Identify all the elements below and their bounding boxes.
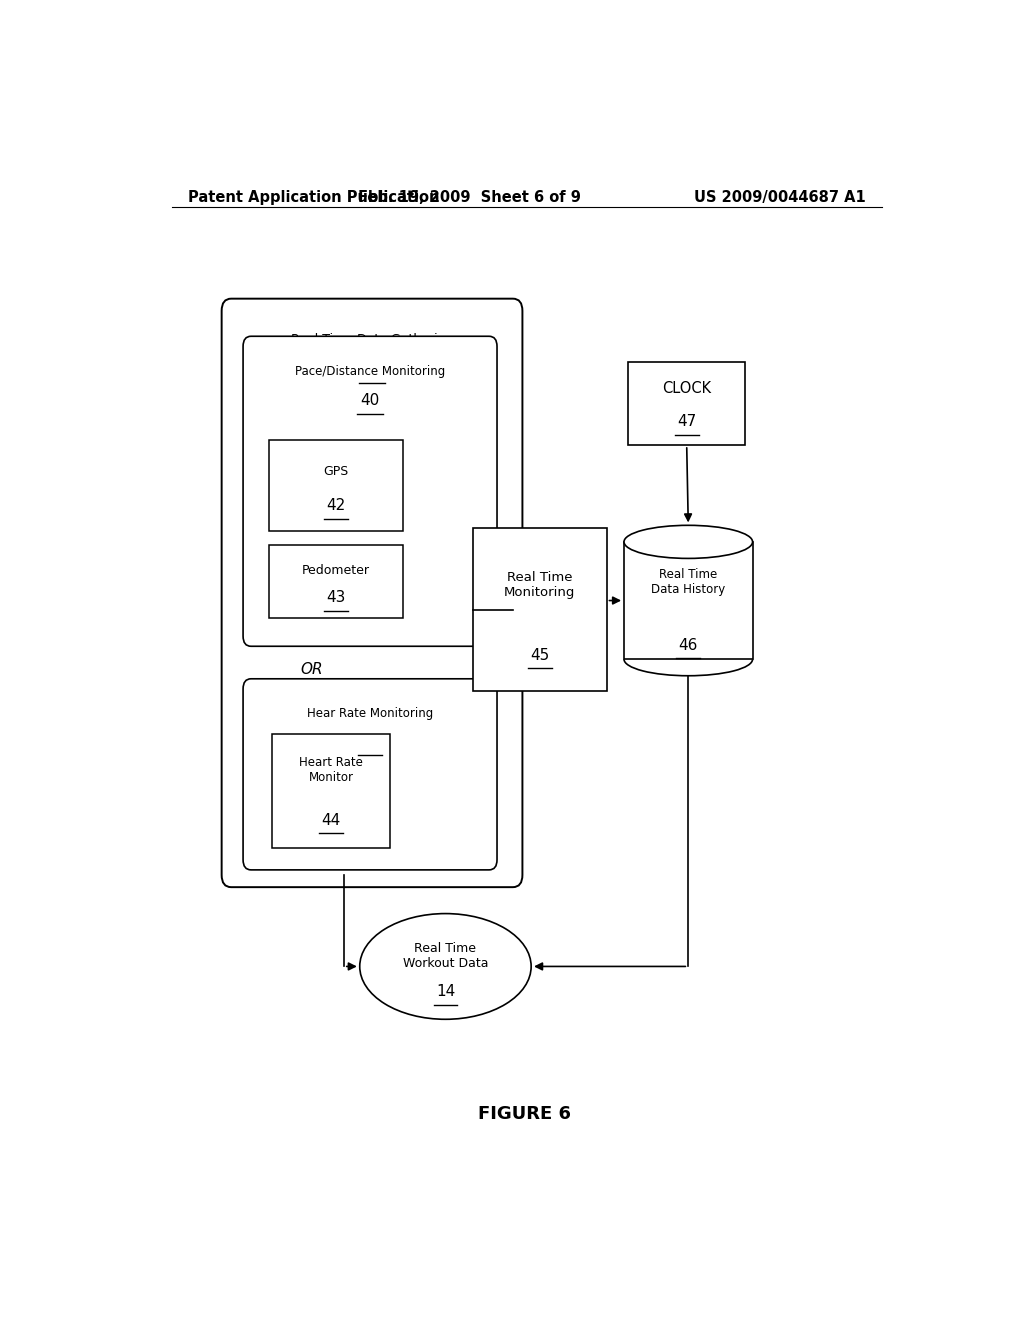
Bar — [624, 543, 753, 659]
Text: Hear Rate Monitoring: Hear Rate Monitoring — [307, 706, 433, 719]
FancyBboxPatch shape — [243, 337, 497, 647]
Ellipse shape — [624, 525, 753, 558]
Text: 45: 45 — [530, 648, 550, 663]
Text: 46: 46 — [679, 638, 698, 653]
Text: 44: 44 — [322, 813, 341, 828]
Text: 42: 42 — [327, 499, 345, 513]
FancyBboxPatch shape — [243, 678, 497, 870]
Text: 41: 41 — [360, 734, 380, 750]
Text: Pace/Distance Monitoring: Pace/Distance Monitoring — [295, 366, 445, 379]
Text: 39: 39 — [362, 362, 382, 378]
Bar — [269, 545, 402, 618]
Ellipse shape — [359, 913, 531, 1019]
Text: FIGURE 6: FIGURE 6 — [478, 1105, 571, 1123]
Bar — [269, 440, 402, 532]
Bar — [272, 734, 390, 847]
Text: Pedometer: Pedometer — [302, 564, 370, 577]
Text: Real Time
Monitoring: Real Time Monitoring — [504, 572, 575, 599]
Bar — [628, 362, 745, 445]
Text: 14: 14 — [436, 985, 455, 999]
Text: Feb. 19, 2009  Sheet 6 of 9: Feb. 19, 2009 Sheet 6 of 9 — [357, 190, 581, 205]
Text: OR: OR — [301, 663, 324, 677]
Text: Real Time
Data History: Real Time Data History — [651, 568, 725, 597]
Text: Real Time
Workout Data: Real Time Workout Data — [402, 942, 488, 970]
Bar — [473, 528, 606, 690]
Text: Real Time Data Gathering: Real Time Data Gathering — [291, 333, 454, 346]
FancyBboxPatch shape — [221, 298, 522, 887]
Text: CLOCK: CLOCK — [663, 381, 712, 396]
Text: GPS: GPS — [324, 466, 348, 478]
Text: 40: 40 — [360, 393, 380, 408]
Text: Patent Application Publication: Patent Application Publication — [187, 190, 439, 205]
Text: US 2009/0044687 A1: US 2009/0044687 A1 — [694, 190, 866, 205]
Text: Heart Rate
Monitor: Heart Rate Monitor — [299, 756, 364, 784]
Text: 43: 43 — [327, 590, 346, 605]
Text: 47: 47 — [677, 414, 696, 429]
